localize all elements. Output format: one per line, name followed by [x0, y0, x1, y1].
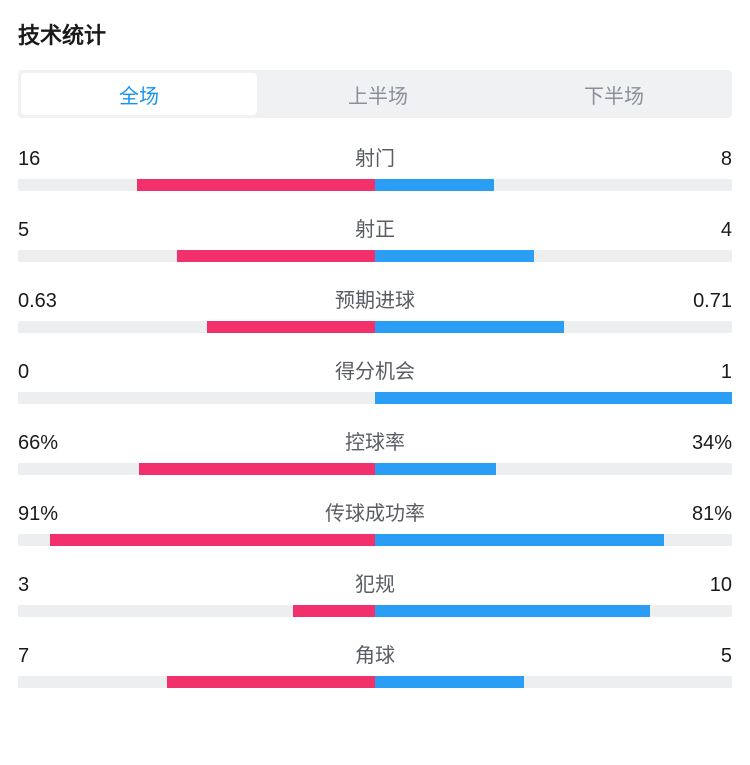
stat-bar	[18, 321, 732, 333]
bar-fill-right	[375, 250, 534, 262]
stat-bar	[18, 676, 732, 688]
bar-track-left	[18, 392, 375, 404]
bar-track-right	[375, 463, 732, 475]
bar-fill-right	[375, 463, 496, 475]
stat-value-right: 10	[672, 574, 732, 597]
bar-fill-left	[207, 321, 375, 333]
bar-track-right	[375, 392, 732, 404]
stat-head: 16射门8	[18, 142, 732, 171]
stat-label: 角球	[78, 639, 672, 668]
tab-label: 下半场	[584, 80, 644, 109]
tab-bar: 全场 上半场 下半场	[18, 70, 732, 118]
tab-2[interactable]: 下半场	[496, 70, 732, 118]
bar-track-left	[18, 250, 375, 262]
stat-head: 0.63预期进球0.71	[18, 284, 732, 313]
bar-fill-left	[293, 605, 375, 617]
stat-value-left: 0.63	[18, 290, 78, 313]
stat-bar	[18, 463, 732, 475]
stat-row: 5射正4	[18, 213, 732, 262]
bar-track-left	[18, 534, 375, 546]
bar-fill-right	[375, 392, 732, 404]
stat-head: 7角球5	[18, 639, 732, 668]
stat-label: 射正	[78, 213, 672, 242]
stat-bar	[18, 605, 732, 617]
stat-head: 91%传球成功率81%	[18, 497, 732, 526]
stat-label: 射门	[78, 142, 672, 171]
stat-value-left: 16	[18, 148, 78, 171]
stat-value-left: 5	[18, 219, 78, 242]
stat-label: 控球率	[78, 426, 672, 455]
bar-track-right	[375, 534, 732, 546]
stat-label: 预期进球	[78, 284, 672, 313]
bar-fill-right	[375, 321, 564, 333]
bar-track-right	[375, 179, 732, 191]
bar-track-right	[375, 605, 732, 617]
stat-value-right: 34%	[672, 432, 732, 455]
stat-label: 传球成功率	[78, 497, 672, 526]
bar-fill-right	[375, 534, 664, 546]
page-title: 技术统计	[18, 18, 732, 50]
stat-value-right: 8	[672, 148, 732, 171]
bar-fill-left	[50, 534, 375, 546]
stat-value-left: 91%	[18, 503, 78, 526]
stat-row: 16射门8	[18, 142, 732, 191]
bar-track-left	[18, 179, 375, 191]
tab-1[interactable]: 上半场	[260, 70, 496, 118]
stat-row: 91%传球成功率81%	[18, 497, 732, 546]
stat-label: 犯规	[78, 568, 672, 597]
tab-0[interactable]: 全场	[21, 73, 257, 115]
bar-fill-left	[137, 179, 375, 191]
stat-row: 66%控球率34%	[18, 426, 732, 475]
tab-label: 全场	[119, 80, 159, 109]
bar-track-left	[18, 321, 375, 333]
stat-bar	[18, 534, 732, 546]
bar-track-left	[18, 605, 375, 617]
stat-value-right: 5	[672, 645, 732, 668]
stat-head: 5射正4	[18, 213, 732, 242]
stat-label: 得分机会	[78, 355, 672, 384]
bar-track-right	[375, 676, 732, 688]
stat-value-left: 3	[18, 574, 78, 597]
bar-fill-right	[375, 676, 524, 688]
stat-head: 66%控球率34%	[18, 426, 732, 455]
bar-fill-left	[139, 463, 375, 475]
stat-row: 3犯规10	[18, 568, 732, 617]
stat-bar	[18, 392, 732, 404]
stat-row: 0得分机会1	[18, 355, 732, 404]
stat-value-right: 1	[672, 361, 732, 384]
bar-fill-left	[177, 250, 375, 262]
bar-track-right	[375, 250, 732, 262]
stat-value-left: 66%	[18, 432, 78, 455]
stat-value-right: 4	[672, 219, 732, 242]
stat-value-left: 7	[18, 645, 78, 668]
bar-track-left	[18, 676, 375, 688]
bar-track-left	[18, 463, 375, 475]
stat-head: 3犯规10	[18, 568, 732, 597]
stats-panel: 技术统计 全场上半场下半场 16射门85射正40.63预期进球0.710得分机会…	[0, 0, 750, 688]
stat-head: 0得分机会1	[18, 355, 732, 384]
stat-value-right: 0.71	[672, 290, 732, 313]
stat-row: 7角球5	[18, 639, 732, 688]
stat-row: 0.63预期进球0.71	[18, 284, 732, 333]
stat-bar	[18, 179, 732, 191]
stats-list: 16射门85射正40.63预期进球0.710得分机会166%控球率34%91%传…	[18, 142, 732, 688]
stat-value-right: 81%	[672, 503, 732, 526]
stat-bar	[18, 250, 732, 262]
bar-track-right	[375, 321, 732, 333]
bar-fill-right	[375, 179, 494, 191]
bar-fill-left	[167, 676, 375, 688]
tab-label: 上半场	[348, 80, 408, 109]
bar-fill-right	[375, 605, 650, 617]
stat-value-left: 0	[18, 361, 78, 384]
